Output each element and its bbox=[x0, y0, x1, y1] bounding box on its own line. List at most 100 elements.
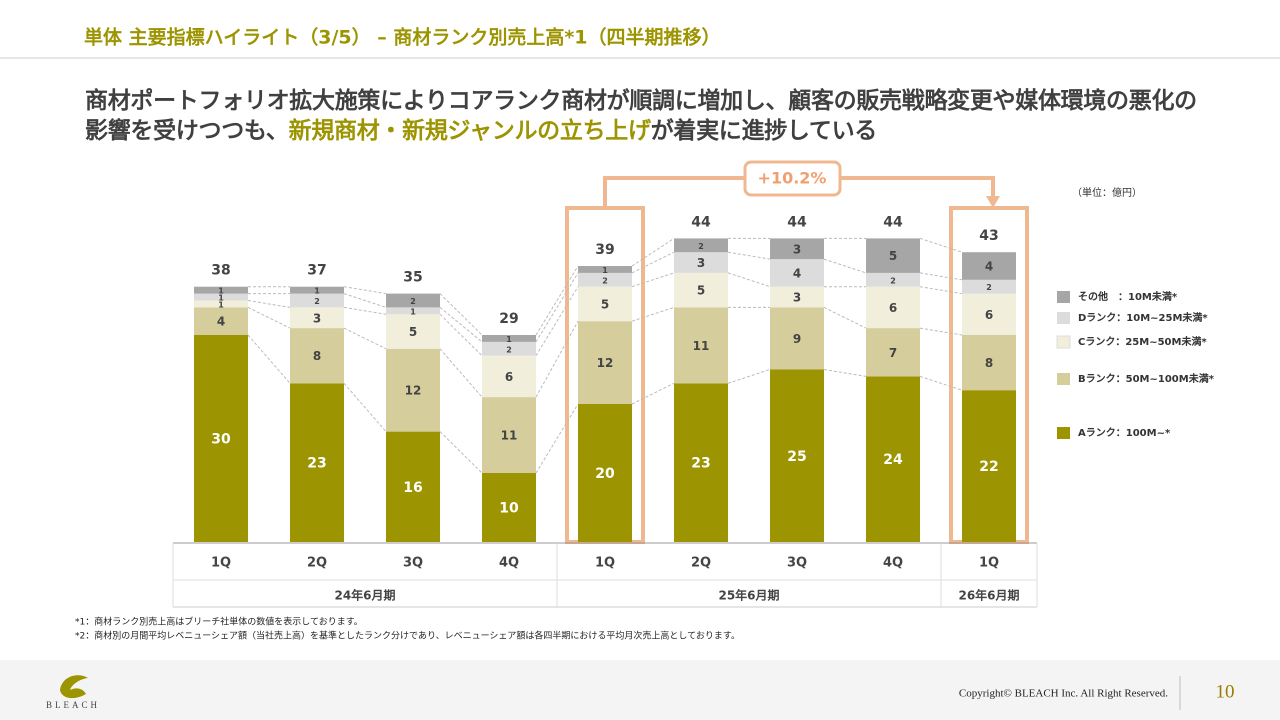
bar-segment bbox=[578, 404, 632, 542]
copyright: Copyright© BLEACH Inc. All Right Reserve… bbox=[959, 688, 1168, 700]
segment-label: 12 bbox=[597, 356, 614, 370]
lead: 商材ポートフォリオ拡大施策によりコアランク商材が順調に増加し、顧客の販売戦略変更… bbox=[85, 88, 1197, 144]
segment-label: 1 bbox=[218, 300, 224, 309]
connector bbox=[247, 306, 291, 329]
footnote: *1：商材ランク別売上高はブリーチ社単体の数値を表示しております。 bbox=[75, 616, 363, 628]
bar-segment bbox=[674, 272, 728, 308]
connector bbox=[631, 306, 675, 322]
connector bbox=[919, 237, 963, 253]
connector bbox=[535, 265, 579, 336]
segment-label: 6 bbox=[889, 301, 897, 315]
segment-label: 4 bbox=[217, 315, 225, 329]
bar-segment bbox=[290, 286, 344, 294]
bar-segment bbox=[290, 328, 344, 384]
footnote: *2：商材別の月間平均レベニューシェア額（当社売上高）を基準としたランク分けであ… bbox=[75, 630, 740, 642]
connector bbox=[631, 251, 675, 274]
segment-label: 5 bbox=[601, 297, 609, 311]
bar-segment bbox=[962, 279, 1016, 294]
legend-swatch bbox=[1057, 312, 1070, 324]
segment-label: 30 bbox=[211, 432, 231, 448]
x-tick-label: 3Q bbox=[787, 556, 807, 571]
slide-title: 単体 主要指標ハイライト（3/5） – 商材ランク別売上高*1（四半期推移） bbox=[84, 26, 721, 49]
connector bbox=[439, 431, 483, 474]
segment-label: 12 bbox=[405, 384, 422, 398]
lead-highlight: 新規商材・新規ジャンルの立ち上げ bbox=[288, 118, 651, 144]
connector bbox=[535, 286, 579, 356]
connector bbox=[631, 272, 675, 288]
segment-label: 6 bbox=[505, 370, 513, 384]
total-label: 29 bbox=[499, 311, 518, 327]
segment-label: 11 bbox=[693, 339, 710, 353]
segment-label: 1 bbox=[602, 266, 608, 275]
segment-label: 10 bbox=[499, 501, 519, 517]
connector bbox=[343, 293, 387, 308]
bar-segment bbox=[482, 341, 536, 356]
segment-label: 8 bbox=[985, 356, 993, 370]
x-group-label: 24年6月期 bbox=[334, 588, 395, 603]
connector bbox=[823, 369, 867, 377]
bar-segment bbox=[674, 252, 728, 273]
segment-label: 1 bbox=[506, 335, 512, 344]
logo: BLEACH bbox=[46, 700, 100, 710]
connector bbox=[631, 237, 675, 267]
bar-segment bbox=[866, 376, 920, 542]
connector bbox=[919, 327, 963, 336]
bar-segment bbox=[194, 300, 248, 308]
connector bbox=[535, 403, 579, 474]
x-tick-label: 1Q bbox=[595, 556, 615, 571]
segment-label: 23 bbox=[307, 456, 326, 472]
legend-label: その他 ：10M未満* bbox=[1078, 290, 1178, 303]
segment-label: 9 bbox=[793, 332, 801, 346]
bar-segment bbox=[770, 307, 824, 370]
annotation: +10.2% bbox=[758, 169, 827, 188]
bar-segment bbox=[194, 293, 248, 301]
segment-label: 2 bbox=[410, 297, 416, 306]
connector bbox=[439, 307, 483, 343]
x-tick-label: 2Q bbox=[691, 556, 711, 571]
bar-segment bbox=[386, 314, 440, 349]
bar-segment bbox=[674, 238, 728, 253]
segment-label: 23 bbox=[691, 456, 710, 472]
segment-label: 4 bbox=[793, 266, 801, 280]
bar-segment bbox=[194, 307, 248, 335]
bar-segment bbox=[962, 335, 1016, 391]
bar-segment bbox=[290, 293, 344, 308]
x-tick-label: 2Q bbox=[307, 556, 327, 571]
bar-segment bbox=[770, 238, 824, 260]
connector bbox=[823, 258, 867, 274]
total-label: 37 bbox=[307, 263, 326, 279]
connector bbox=[823, 306, 867, 329]
x-tick-label: 3Q bbox=[403, 556, 423, 571]
segment-label: 3 bbox=[793, 242, 801, 256]
x-tick-label: 4Q bbox=[499, 556, 519, 571]
lead-text: 商材ポートフォリオ拡大施策によりコアランク商材が順調に増加し、顧客の販売戦略変更… bbox=[85, 86, 1200, 146]
legend-swatch bbox=[1056, 335, 1071, 349]
bar-segment bbox=[770, 259, 824, 287]
legend-label: Cランク：25M~50M未満* bbox=[1078, 335, 1207, 348]
bar-segment bbox=[578, 286, 632, 322]
bar-segment bbox=[962, 293, 1016, 335]
total-label: 38 bbox=[211, 263, 230, 279]
bar-segment bbox=[770, 286, 824, 308]
segment-label: 2 bbox=[890, 276, 896, 285]
page-number: 10 bbox=[1216, 681, 1235, 702]
bar-segment bbox=[386, 431, 440, 542]
segment-label: 1 bbox=[218, 294, 224, 303]
unit: （単位：億円） bbox=[1072, 186, 1142, 199]
segment-label: 2 bbox=[698, 242, 704, 251]
segment-label: 2 bbox=[602, 276, 608, 285]
segment-label: 3 bbox=[313, 311, 321, 325]
segment-label: 6 bbox=[985, 308, 993, 322]
bar-segment bbox=[674, 383, 728, 542]
segment-label: 8 bbox=[313, 349, 321, 363]
legend-label: Aランク：100M~* bbox=[1078, 427, 1171, 439]
footer-band bbox=[0, 660, 1280, 720]
bar-segment bbox=[290, 307, 344, 329]
bar-segment bbox=[386, 293, 440, 308]
segment-label: 4 bbox=[985, 260, 993, 274]
segment-label: 2 bbox=[314, 297, 320, 306]
connector bbox=[727, 251, 771, 260]
segment-label: 5 bbox=[409, 325, 417, 339]
bar-segment bbox=[770, 369, 824, 542]
bar-segment bbox=[290, 383, 344, 542]
